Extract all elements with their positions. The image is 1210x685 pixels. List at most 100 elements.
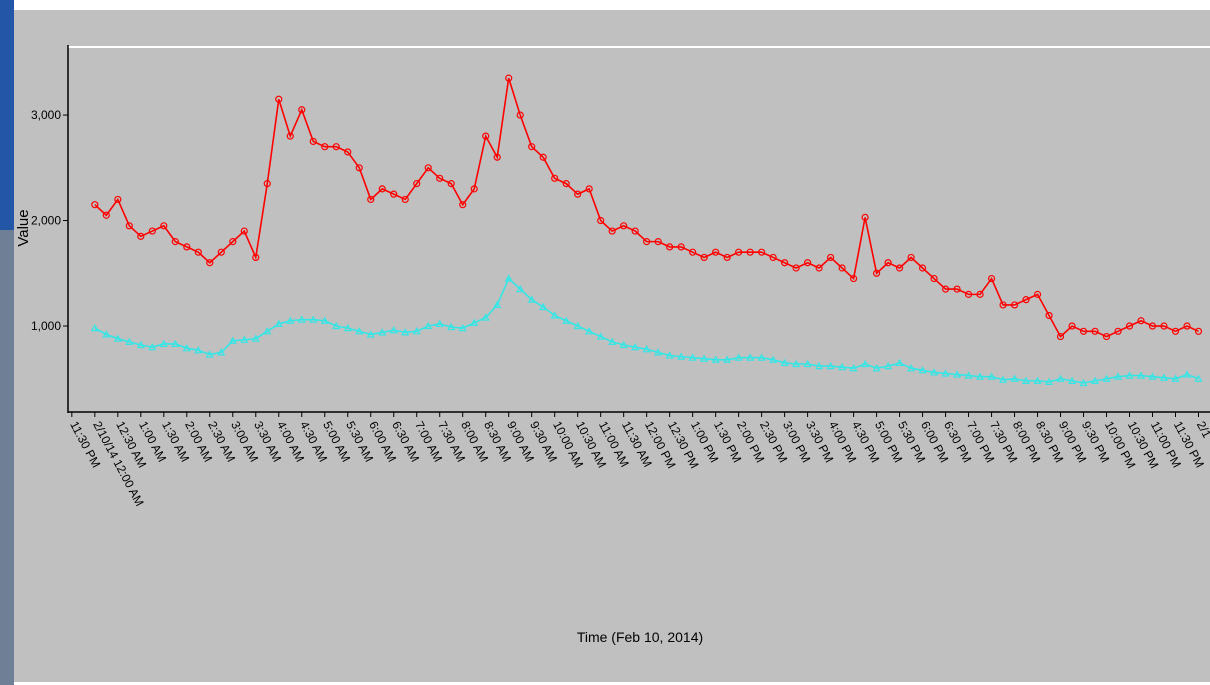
point <box>516 284 525 293</box>
point <box>378 328 387 336</box>
point <box>1091 327 1099 335</box>
point <box>447 322 456 331</box>
point <box>136 340 145 349</box>
point <box>390 190 398 198</box>
point <box>1010 301 1019 309</box>
point <box>344 148 352 156</box>
point <box>850 274 858 283</box>
point <box>505 74 513 82</box>
point <box>378 185 386 193</box>
point <box>1022 296 1030 304</box>
point <box>941 285 950 293</box>
point <box>987 372 996 380</box>
point <box>1137 317 1145 325</box>
point <box>585 327 594 335</box>
point <box>389 325 398 334</box>
point <box>918 366 927 374</box>
point <box>700 253 708 262</box>
point <box>194 346 203 354</box>
point <box>1159 373 1169 381</box>
point <box>619 340 628 349</box>
x-axis-label: Time (Feb 10, 2014) <box>577 629 703 645</box>
point <box>769 355 778 363</box>
point <box>263 180 271 188</box>
point <box>665 351 674 359</box>
point <box>309 315 318 323</box>
point <box>1137 371 1146 379</box>
point <box>826 361 835 370</box>
point <box>1125 371 1134 379</box>
point <box>573 321 582 330</box>
point <box>976 372 985 380</box>
point <box>286 132 294 140</box>
point <box>631 342 640 351</box>
point <box>459 201 467 209</box>
point <box>367 195 375 204</box>
point <box>758 248 766 256</box>
point <box>297 315 306 323</box>
point <box>148 227 156 235</box>
point <box>792 264 800 272</box>
point <box>447 180 455 188</box>
point <box>895 358 904 367</box>
point <box>263 327 272 335</box>
y-tick-label: 1,000 <box>31 319 61 333</box>
point <box>424 164 432 172</box>
point <box>551 174 559 182</box>
point <box>1068 322 1076 330</box>
point <box>470 318 479 326</box>
point <box>999 375 1008 383</box>
point <box>780 358 789 367</box>
point <box>562 180 570 188</box>
point <box>171 238 179 246</box>
point <box>1033 290 1042 298</box>
point <box>677 352 686 360</box>
point <box>401 328 410 336</box>
point <box>1091 376 1100 384</box>
point <box>872 363 881 372</box>
point <box>171 339 180 348</box>
point <box>205 350 214 358</box>
point <box>620 222 628 230</box>
point <box>930 274 938 283</box>
point <box>1068 376 1077 384</box>
point <box>90 323 99 332</box>
point <box>803 359 812 368</box>
point <box>907 363 916 372</box>
point <box>470 185 478 193</box>
point <box>1033 376 1042 384</box>
point <box>792 359 801 368</box>
point <box>769 253 777 262</box>
point <box>113 334 122 342</box>
point <box>435 319 444 328</box>
point <box>274 319 283 328</box>
point <box>757 353 766 361</box>
point <box>746 353 755 361</box>
point <box>412 327 421 335</box>
point <box>458 323 467 332</box>
point <box>366 330 375 338</box>
panel <box>14 10 1210 682</box>
point <box>286 316 295 324</box>
point <box>1160 322 1168 330</box>
point <box>1194 374 1203 382</box>
point <box>321 143 329 151</box>
point <box>1182 370 1192 378</box>
point <box>643 238 651 246</box>
side-strip-top <box>0 0 14 230</box>
point <box>689 248 697 256</box>
point <box>1148 322 1157 330</box>
point <box>1183 322 1191 330</box>
point <box>677 243 685 251</box>
point <box>907 253 915 262</box>
point <box>217 248 225 256</box>
point <box>1171 374 1180 382</box>
point <box>861 213 869 221</box>
point <box>895 264 904 272</box>
point <box>976 290 984 298</box>
point <box>539 302 548 311</box>
point <box>182 343 191 352</box>
point <box>585 185 593 193</box>
point <box>228 336 237 344</box>
point <box>987 274 996 283</box>
